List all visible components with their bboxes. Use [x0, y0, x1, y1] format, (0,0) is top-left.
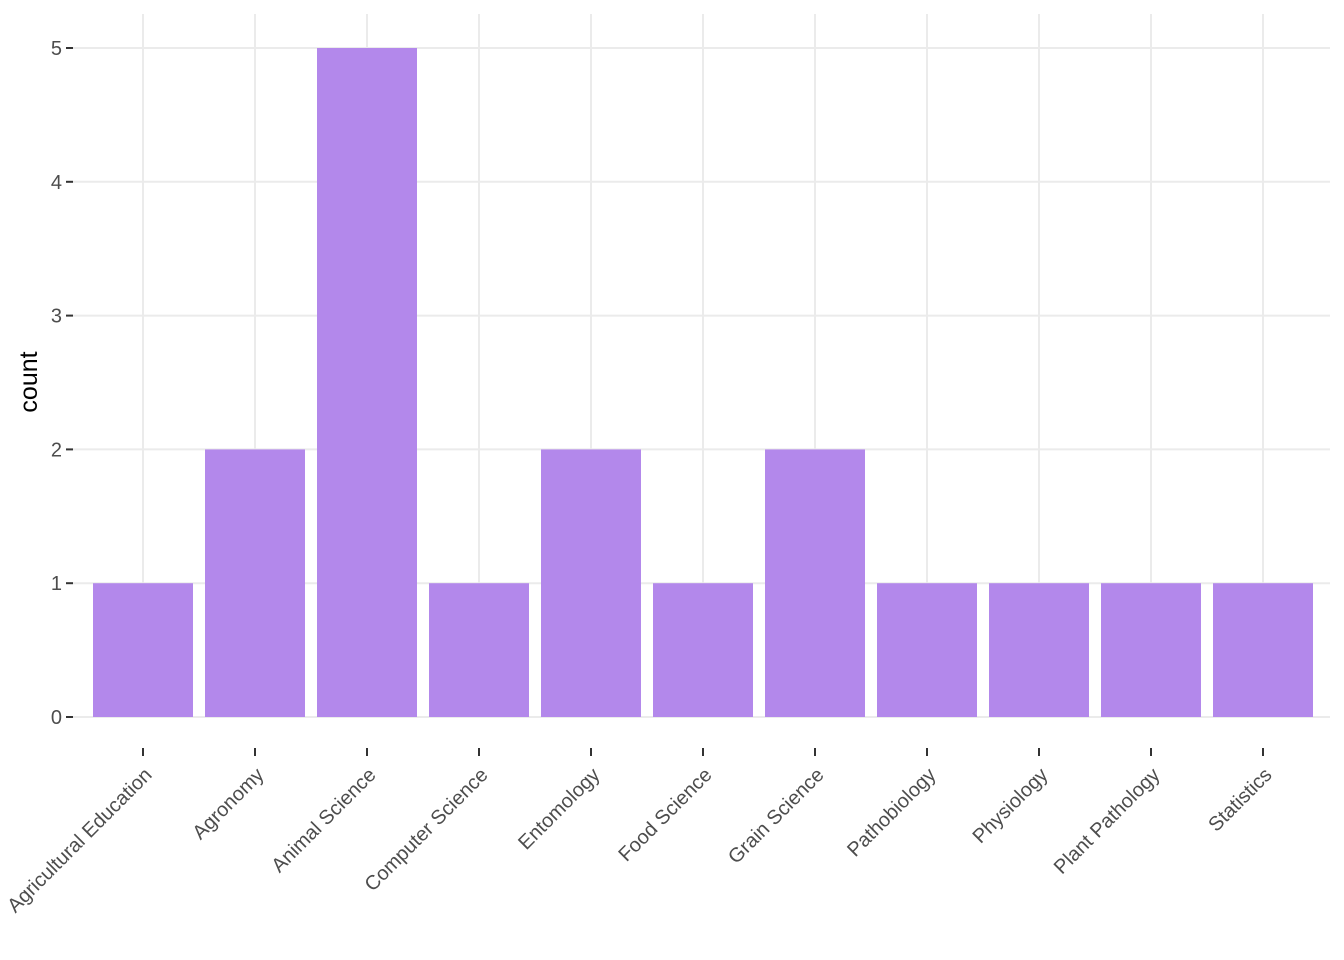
x-tick-label: Agricultural Education: [3, 764, 156, 917]
bar: [877, 583, 977, 717]
y-tick-label: 5: [51, 38, 62, 60]
bar: [93, 583, 193, 717]
y-tick-label: 4: [51, 172, 62, 194]
x-tick-label: Pathobiology: [843, 764, 940, 861]
bar: [989, 583, 1089, 717]
bar: [317, 48, 417, 717]
bar: [1213, 583, 1313, 717]
bar: [1101, 583, 1201, 717]
y-tick-label: 2: [51, 439, 62, 461]
y-tick-label: 3: [51, 306, 62, 328]
x-tick-label: Animal Science: [268, 764, 381, 877]
x-tick-label: Grain Science: [724, 764, 828, 868]
x-tick-label: Statistics: [1204, 764, 1276, 836]
x-tick-label: Plant Pathology: [1050, 764, 1165, 879]
x-tick-label: Entomology: [514, 764, 604, 854]
x-tick-label: Agronomy: [189, 764, 269, 844]
bar: [653, 583, 753, 717]
y-tick-label: 0: [51, 707, 62, 729]
x-tick-label: Computer Science: [361, 764, 493, 896]
y-tick-label: 1: [51, 573, 62, 595]
x-tick-label: Food Science: [615, 764, 717, 866]
bar: [765, 449, 865, 717]
bar: [205, 449, 305, 717]
y-axis-title: count: [15, 351, 43, 412]
y-axis-ticks: 0 1 2 3 4 5: [51, 38, 73, 729]
bar: [429, 583, 529, 717]
bars: [93, 48, 1313, 717]
x-tick-label: Physiology: [969, 764, 1053, 848]
bar: [541, 449, 641, 717]
